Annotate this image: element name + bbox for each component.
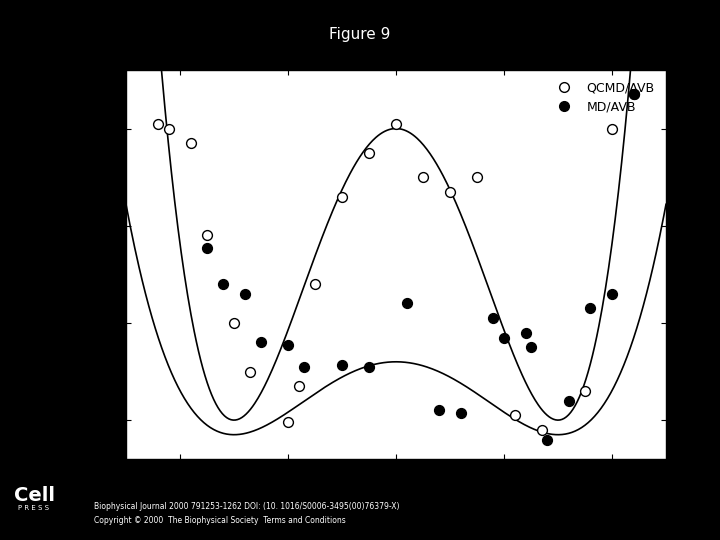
- Point: [255, 338, 266, 347]
- Text: Cell: Cell: [14, 486, 55, 505]
- Text: P R E S S: P R E S S: [18, 505, 49, 511]
- Text: Copyright © 2000  The Biophysical Society  Terms and Conditions: Copyright © 2000 The Biophysical Society…: [94, 516, 346, 525]
- Point: [153, 119, 164, 128]
- Point: [228, 319, 240, 327]
- Point: [585, 304, 596, 313]
- Point: [628, 90, 639, 99]
- Point: [282, 418, 294, 427]
- Point: [487, 314, 499, 322]
- Point: [185, 139, 197, 147]
- Point: [364, 148, 375, 157]
- Point: [471, 173, 482, 181]
- Point: [336, 360, 348, 369]
- Point: [364, 362, 375, 371]
- Legend: QCMD/AVB, MD/AVB: QCMD/AVB, MD/AVB: [546, 77, 660, 119]
- Point: [239, 289, 251, 298]
- Point: [628, 90, 639, 99]
- Point: [455, 409, 467, 417]
- Point: [282, 341, 294, 349]
- Text: Figure 9: Figure 9: [329, 27, 391, 42]
- Point: [520, 328, 531, 337]
- Point: [536, 426, 547, 434]
- Point: [217, 280, 229, 288]
- Text: Biophysical Journal 2000 791253-1262 DOI: (10. 1016/S0006-3495(00)76379-X): Biophysical Journal 2000 791253-1262 DOI…: [94, 502, 399, 511]
- Point: [163, 124, 175, 133]
- Y-axis label: Energy [kcal/mol]: Energy [kcal/mol]: [91, 197, 107, 332]
- Point: [541, 435, 553, 444]
- Point: [444, 187, 456, 196]
- Point: [509, 411, 521, 420]
- Point: [310, 280, 321, 288]
- Point: [433, 406, 445, 415]
- Point: [418, 173, 429, 181]
- Point: [202, 244, 213, 252]
- Point: [579, 387, 590, 395]
- Point: [390, 119, 402, 128]
- Point: [244, 367, 256, 376]
- Point: [498, 333, 510, 342]
- Point: [336, 192, 348, 201]
- Point: [563, 396, 575, 405]
- Point: [298, 362, 310, 371]
- Point: [526, 343, 537, 352]
- X-axis label: Reaction coordinate q: Reaction coordinate q: [312, 483, 480, 498]
- Point: [202, 231, 213, 240]
- Point: [401, 299, 413, 308]
- Point: [606, 289, 618, 298]
- Point: [606, 124, 618, 133]
- Point: [293, 382, 305, 390]
